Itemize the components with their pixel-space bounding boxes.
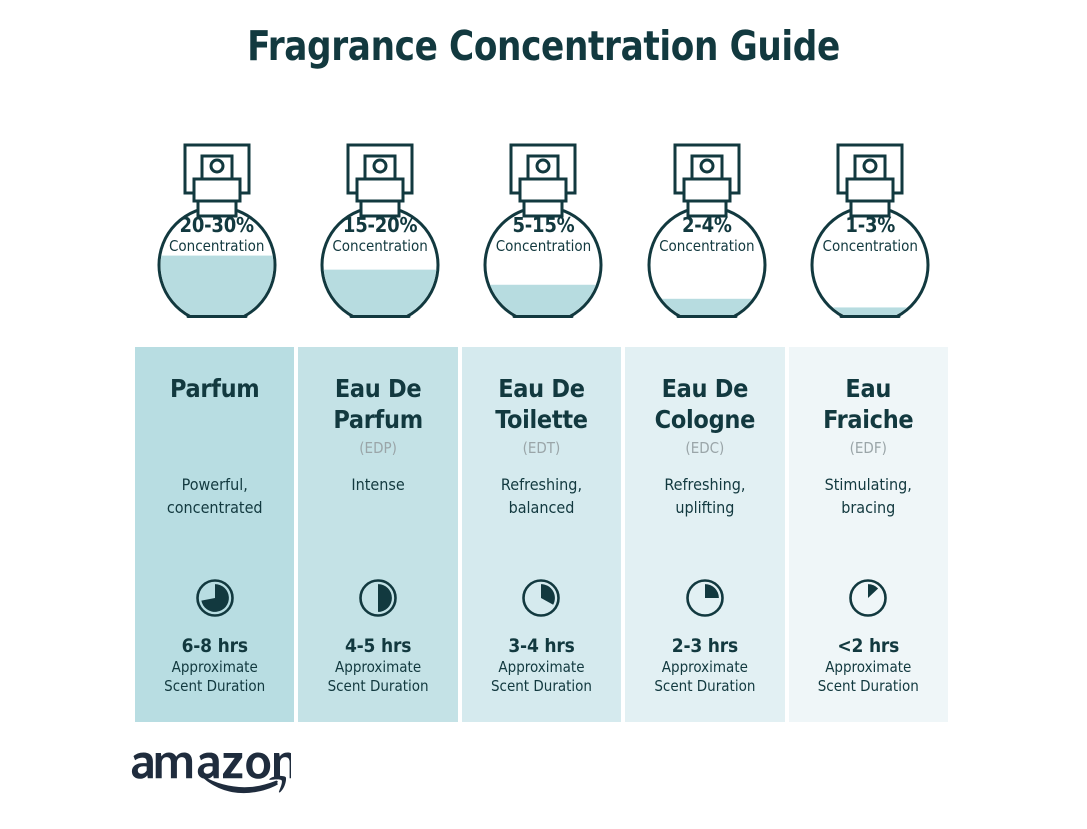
fragrance-description-line: Refreshing, xyxy=(500,475,583,494)
duration-block: 3-4 hrs Approximate Scent Duration xyxy=(466,634,617,696)
duration-caption: Approximate Scent Duration xyxy=(139,658,290,696)
fragrance-card-5[interactable]: Eau Fraiche (EDF) Stimulating, bracing <2 hr… xyxy=(788,347,948,722)
bottle-5: 1-3% Concentration xyxy=(789,138,952,338)
perfume-bottle-icon xyxy=(154,143,279,338)
clock-icon xyxy=(522,579,561,617)
clock-pie-wedge xyxy=(201,584,229,612)
duration-caption: Approximate Scent Duration xyxy=(629,658,780,696)
duration-clock-wrapper xyxy=(298,578,457,618)
duration-block: 4-5 hrs Approximate Scent Duration xyxy=(302,634,453,696)
duration-caption-line: Approximate xyxy=(171,658,258,676)
duration-caption-line: Scent Duration xyxy=(327,677,429,695)
perfume-bottle-icon xyxy=(808,143,933,338)
duration-caption-line: Approximate xyxy=(825,658,912,676)
duration-block: 6-8 hrs Approximate Scent Duration xyxy=(139,634,290,696)
perfume-bottle-icon xyxy=(481,143,606,338)
fragrance-description-line: balanced xyxy=(508,498,575,517)
fragrance-abbreviation: (EDC) xyxy=(685,439,725,457)
clock-pie-wedge xyxy=(378,584,392,612)
duration-caption: Approximate Scent Duration xyxy=(466,658,617,696)
clock-icon xyxy=(849,579,888,617)
clock-icon xyxy=(359,579,397,617)
amazon-wordmark-icon xyxy=(131,752,296,794)
bottle-1: 20-30% Concentration xyxy=(135,138,298,338)
duration-caption-line: Scent Duration xyxy=(654,677,756,695)
fragrance-description: Intense xyxy=(304,473,451,496)
duration-caption-line: Scent Duration xyxy=(817,677,919,695)
fragrance-name: Eau Fraiche xyxy=(823,374,914,434)
duration-value: <2 hrs xyxy=(837,635,900,657)
fragrance-card-3[interactable]: Eau De Toilette (EDT) Refreshing, balanced 3… xyxy=(461,347,622,722)
bottle-liquid-fill xyxy=(813,307,927,319)
fragrance-description: Stimulating, bracing xyxy=(795,473,942,519)
amazon-logo xyxy=(131,744,296,796)
fragrance-name: Eau De Toilette xyxy=(495,374,588,434)
fragrance-abbreviation: (EDF) xyxy=(849,439,887,457)
duration-caption-line: Approximate xyxy=(498,658,585,676)
fragrance-card-4[interactable]: Eau De Cologne (EDC) Refreshing, uplifting 2… xyxy=(625,347,785,722)
duration-block: 2-3 hrs Approximate Scent Duration xyxy=(629,634,780,696)
fragrance-card-2[interactable]: Eau De Parfum (EDP) Intense 4-5 hrs Approxim… xyxy=(298,347,458,722)
duration-value: 4-5 hrs xyxy=(344,635,412,657)
duration-clock-wrapper xyxy=(789,578,948,618)
fragrance-name: Eau De Cologne xyxy=(654,374,756,434)
fragrance-description-line: Powerful, xyxy=(181,475,248,494)
clock-pie-wedge xyxy=(541,584,556,605)
fragrance-name: Eau De Parfum xyxy=(333,374,423,434)
fragrance-abbreviation: (EDT) xyxy=(522,439,561,457)
fragrance-description-line: Refreshing, xyxy=(664,475,746,494)
perfume-bottle-icon xyxy=(644,143,769,338)
duration-value: 2-3 hrs xyxy=(671,635,738,657)
duration-caption: Approximate Scent Duration xyxy=(302,658,453,696)
bottle-liquid-fill xyxy=(160,255,274,319)
page-title: Fragrance Concentration Guide xyxy=(247,22,840,70)
duration-caption-line: Scent Duration xyxy=(164,677,266,695)
fragrance-description-line: Intense xyxy=(351,475,405,494)
bottle-4: 2-4% Concentration xyxy=(625,138,788,338)
fragrance-description-line: Stimulating, xyxy=(824,475,912,494)
bottle-liquid-fill xyxy=(323,269,437,319)
duration-clock-wrapper xyxy=(625,578,784,618)
perfume-bottle-icon xyxy=(318,143,443,338)
fragrance-abbreviation: (EDP) xyxy=(359,439,397,457)
duration-value: 3-4 hrs xyxy=(508,635,575,657)
bottle-row: 20-30% Concentration 15-20% Concentration 5-… xyxy=(135,138,952,338)
fragrance-description: Refreshing, balanced xyxy=(468,473,615,519)
duration-caption-line: Approximate xyxy=(335,658,422,676)
duration-value: 6-8 hrs xyxy=(181,635,248,657)
duration-caption-line: Approximate xyxy=(661,658,748,676)
bottle-liquid-fill xyxy=(487,284,600,319)
duration-clock-wrapper xyxy=(135,578,294,618)
bottle-2: 15-20% Concentration xyxy=(298,138,461,338)
duration-caption-line: Scent Duration xyxy=(490,677,592,695)
fragrance-card-1[interactable]: Parfum Powerful, concentrated 6-8 hrs Approx… xyxy=(135,347,295,722)
fragrance-description-line: uplifting xyxy=(675,498,735,517)
fragrance-description: Refreshing, uplifting xyxy=(631,473,778,519)
fragrance-card-row: Parfum Powerful, concentrated 6-8 hrs Approx… xyxy=(135,347,952,722)
fragrance-description-line: bracing xyxy=(841,498,896,517)
duration-clock-wrapper xyxy=(462,578,621,618)
fragrance-description-line: concentrated xyxy=(166,498,263,517)
fragrance-description: Powerful, concentrated xyxy=(141,473,288,519)
clock-icon xyxy=(195,579,234,617)
clock-icon xyxy=(686,579,724,617)
bottle-3: 5-15% Concentration xyxy=(462,138,625,338)
duration-block: <2 hrs Approximate Scent Duration xyxy=(793,634,944,696)
clock-pie-wedge xyxy=(704,584,719,598)
duration-caption: Approximate Scent Duration xyxy=(793,658,944,696)
clock-pie-wedge xyxy=(868,584,879,598)
fragrance-name: Parfum xyxy=(169,374,260,403)
